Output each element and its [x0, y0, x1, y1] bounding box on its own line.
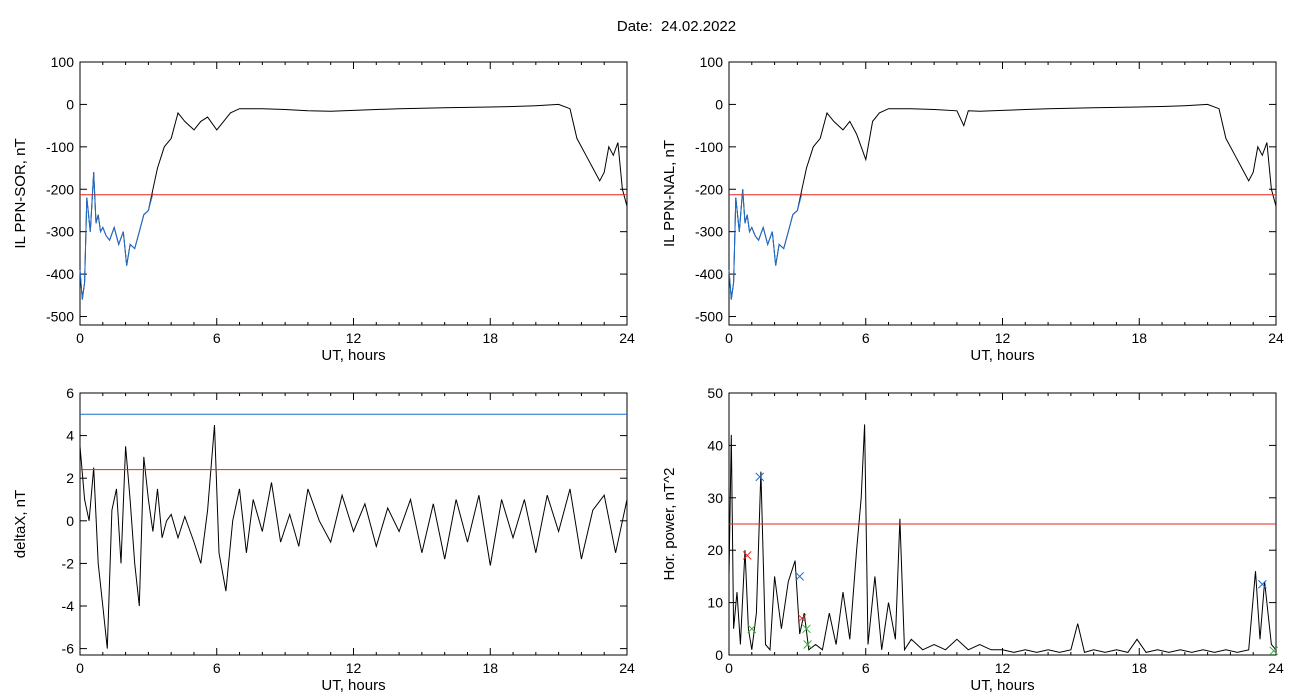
series-line	[79, 103, 628, 300]
y-tick-label: -4	[62, 598, 75, 614]
marker-stroke	[803, 640, 812, 649]
x-tick-label: 0	[76, 660, 84, 676]
y-tick-label: 0	[715, 96, 723, 112]
marker-stroke	[797, 613, 807, 623]
x-tick-label: 12	[346, 330, 362, 346]
page-title: Date: 24.02.2022	[616, 18, 737, 35]
x-tick-label: 18	[482, 660, 498, 676]
x-tick-label: 18	[1131, 660, 1147, 676]
y-tick-label: 2	[66, 470, 74, 486]
marker-blue	[795, 572, 805, 581]
x-tick-label: 0	[76, 330, 84, 346]
y-tick-label: 30	[707, 490, 723, 506]
x-tick-label: 18	[482, 330, 498, 346]
y-tick-label: 50	[707, 385, 723, 401]
y-tick-label: 0	[715, 647, 723, 663]
x-axis-label: UT, hours	[321, 677, 385, 694]
y-tick-label: 0	[66, 513, 74, 529]
x-tick-label: 12	[995, 660, 1011, 676]
marker-green	[1269, 646, 1279, 656]
y-tick-label: -400	[695, 266, 723, 282]
x-tick-label: 0	[725, 660, 733, 676]
y-tick-label: -6	[62, 641, 75, 657]
x-axis-label: UT, hours	[970, 347, 1034, 364]
series-line-highlight	[728, 189, 803, 300]
x-tick-label: 24	[619, 660, 635, 676]
x-tick-label: 24	[619, 330, 635, 346]
marker-stroke	[755, 472, 765, 482]
y-tick-label: -100	[46, 139, 74, 155]
x-axis-label: UT, hours	[321, 347, 385, 364]
y-tick-label: 6	[66, 385, 74, 401]
marker-blue	[1257, 579, 1267, 589]
marker-stroke	[742, 551, 752, 560]
y-axis-label: IL PPN-NAL, nT	[661, 140, 678, 247]
y-tick-label: 100	[51, 54, 75, 70]
x-tick-label: 12	[995, 330, 1011, 346]
x-tick-label: 6	[862, 330, 870, 346]
marker-stroke	[802, 624, 811, 634]
y-tick-label: -200	[695, 181, 723, 197]
x-tick-label: 6	[213, 330, 221, 346]
y-tick-label: -100	[695, 139, 723, 155]
y-axis-label: deltaX, nT	[12, 490, 29, 558]
marker-stroke	[1257, 579, 1267, 589]
x-tick-label: 6	[862, 660, 870, 676]
y-tick-label: -400	[46, 266, 74, 282]
y-tick-label: 0	[66, 96, 74, 112]
x-tick-label: 12	[346, 660, 362, 676]
panel-nal: 0 6 12 18 24 100 0 -100 -200 -300 -400 -500 UT, hour…	[661, 54, 1284, 364]
y-tick-label: 10	[707, 595, 723, 611]
y-tick-label: 40	[707, 437, 723, 453]
marker-stroke	[1269, 646, 1279, 656]
panel-deltax: 0 6 12 18 24 6 4 2 0 -2 -4 -6 UT, hours deltaX, nT	[12, 385, 635, 694]
series-line-highlight	[79, 172, 154, 300]
panel-sor: 0 6 12 18 24 100 0 -100 -200 -300 -400 -500 UT, hour…	[12, 54, 635, 364]
plot-frame	[728, 61, 1277, 326]
panel-power: 0 6 12 18 24 50 40 30 20 10 0 UT, hours Hor. power, …	[661, 385, 1284, 694]
y-tick-label: -200	[46, 181, 74, 197]
marker-stroke	[795, 572, 805, 581]
y-tick-label: 100	[700, 54, 724, 70]
marker-green	[747, 624, 757, 634]
y-tick-label: 20	[707, 542, 723, 558]
marker-red	[742, 551, 752, 560]
y-tick-label: -500	[695, 309, 723, 325]
marker-blue	[755, 472, 765, 482]
plot-frame	[79, 61, 628, 326]
marker-red	[797, 613, 807, 623]
x-tick-label: 18	[1131, 330, 1147, 346]
x-tick-label: 24	[1268, 660, 1284, 676]
y-tick-label: -300	[46, 224, 74, 240]
y-tick-label: 4	[66, 428, 74, 444]
marker-green	[802, 624, 811, 634]
marker-stroke	[747, 624, 757, 634]
y-tick-label: -300	[695, 224, 723, 240]
marker-green	[803, 640, 812, 649]
y-tick-label: -500	[46, 309, 74, 325]
x-tick-label: 24	[1268, 330, 1284, 346]
plot-frame	[79, 392, 628, 656]
y-axis-label: Hor. power, nT^2	[661, 468, 678, 581]
y-tick-label: -2	[62, 555, 75, 571]
x-tick-label: 0	[725, 330, 733, 346]
x-axis-label: UT, hours	[970, 677, 1034, 694]
y-axis-label: IL PPN-SOR, nT	[12, 138, 29, 248]
x-tick-label: 6	[213, 660, 221, 676]
series-line	[728, 424, 1277, 654]
series-line	[79, 424, 628, 649]
series-line	[728, 103, 1277, 300]
